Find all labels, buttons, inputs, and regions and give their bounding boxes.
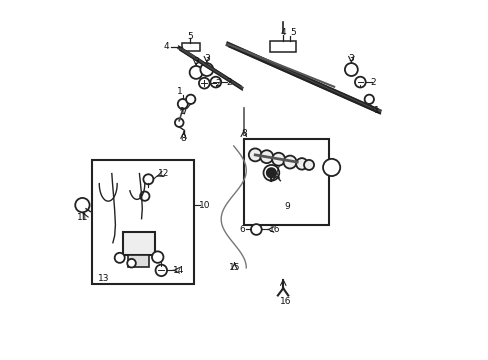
Circle shape xyxy=(296,158,307,170)
Circle shape xyxy=(260,150,273,163)
Text: 5: 5 xyxy=(290,28,296,37)
Circle shape xyxy=(210,77,221,87)
Text: 1: 1 xyxy=(177,86,183,95)
Text: 13: 13 xyxy=(98,274,109,283)
Circle shape xyxy=(189,66,202,79)
Circle shape xyxy=(271,153,285,166)
Bar xyxy=(128,255,149,267)
Text: 8: 8 xyxy=(241,129,246,138)
Text: 5: 5 xyxy=(187,32,192,41)
Circle shape xyxy=(143,174,153,184)
Circle shape xyxy=(75,198,89,212)
Circle shape xyxy=(248,148,261,161)
Text: 4: 4 xyxy=(163,42,169,51)
Bar xyxy=(244,139,328,225)
Circle shape xyxy=(140,192,149,201)
Circle shape xyxy=(263,165,279,181)
Circle shape xyxy=(155,265,167,276)
Circle shape xyxy=(304,160,313,170)
Text: 9: 9 xyxy=(284,202,289,211)
Bar xyxy=(270,41,296,51)
Text: 3: 3 xyxy=(348,54,353,63)
Circle shape xyxy=(283,156,296,168)
Text: 3: 3 xyxy=(203,54,209,63)
Text: 1: 1 xyxy=(180,107,185,116)
Text: 3: 3 xyxy=(193,57,199,66)
Text: 12: 12 xyxy=(158,170,169,179)
Circle shape xyxy=(266,168,276,177)
Text: 15: 15 xyxy=(228,264,240,273)
Text: 1: 1 xyxy=(373,106,379,115)
Text: 4: 4 xyxy=(280,28,285,37)
Circle shape xyxy=(364,95,373,104)
Circle shape xyxy=(175,118,183,127)
Circle shape xyxy=(185,95,195,104)
Text: 2: 2 xyxy=(215,79,221,88)
Circle shape xyxy=(250,224,261,235)
Circle shape xyxy=(354,77,365,87)
Circle shape xyxy=(152,251,163,263)
Bar xyxy=(92,160,194,284)
Text: 16: 16 xyxy=(269,225,280,234)
Text: 6: 6 xyxy=(239,225,244,234)
Text: 14: 14 xyxy=(173,266,184,275)
Circle shape xyxy=(199,78,209,89)
Text: 16: 16 xyxy=(280,297,291,306)
Circle shape xyxy=(115,253,124,263)
Circle shape xyxy=(127,259,136,267)
Circle shape xyxy=(178,99,187,109)
Circle shape xyxy=(200,63,213,76)
Text: 10: 10 xyxy=(199,201,210,210)
Text: 7: 7 xyxy=(273,165,279,174)
Text: 2: 2 xyxy=(226,78,232,87)
Bar xyxy=(182,43,200,51)
Circle shape xyxy=(323,159,340,176)
Bar xyxy=(122,232,155,255)
Circle shape xyxy=(344,63,357,76)
Text: 11: 11 xyxy=(77,213,88,222)
Text: 8: 8 xyxy=(180,134,186,143)
Text: 2: 2 xyxy=(370,78,376,87)
